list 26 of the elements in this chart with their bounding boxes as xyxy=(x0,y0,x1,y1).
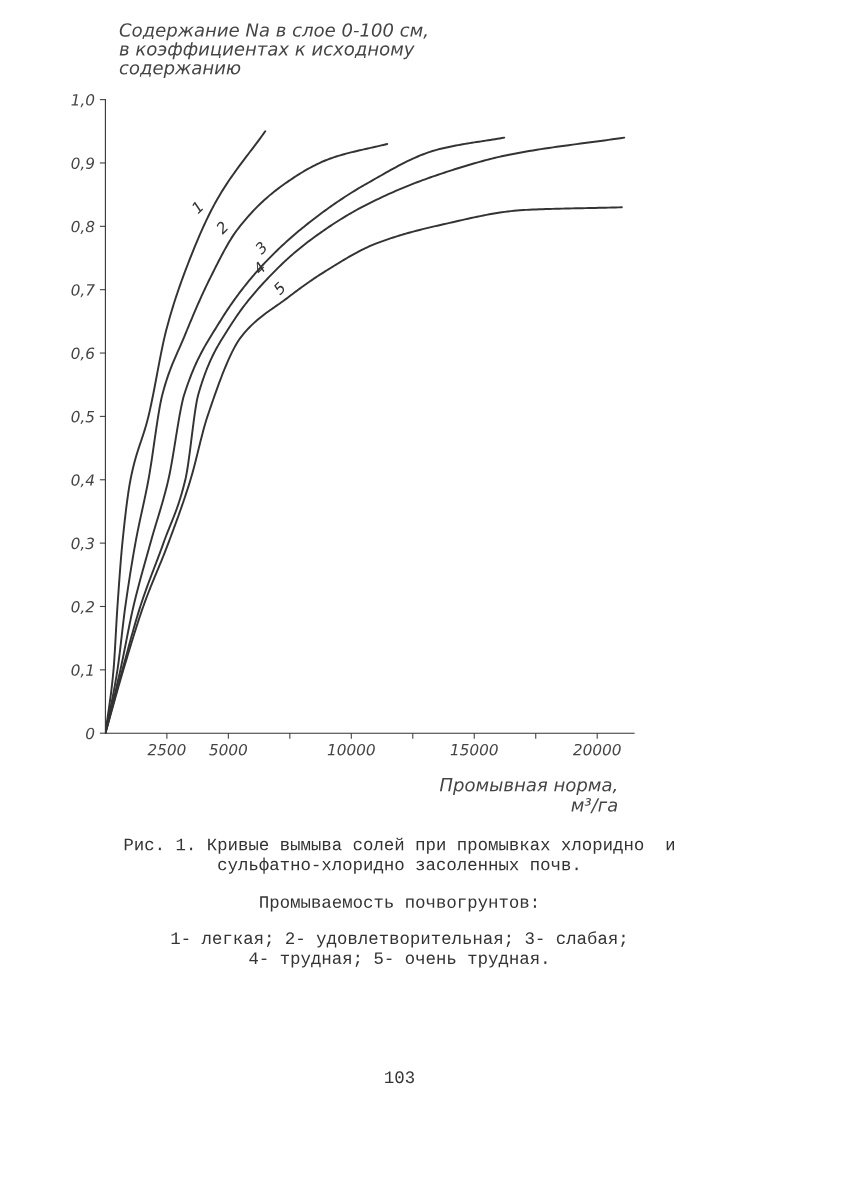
y-tick-label: 0,1 xyxy=(71,664,93,678)
y-tick-label: 1,0 xyxy=(71,94,95,108)
x-tick-label: 2500 xyxy=(147,743,186,756)
text: Рис. 1. Кривые вымыва солей при промывках хлоридно и сульфатно-хлоридно засоленных почв. xyxy=(124,837,674,874)
y-tick-label: 0,7 xyxy=(71,284,95,298)
y-axis-title: Содержание Na в слое 0-100 см, в коэффициентах к исходному содержанию xyxy=(119,23,427,78)
x-tick-label: 15000 xyxy=(450,743,498,756)
text: 103 xyxy=(385,1071,415,1084)
y-tick-label: 0,8 xyxy=(71,220,95,234)
text: 3 xyxy=(253,240,269,256)
text: 1 xyxy=(190,201,204,214)
y-tick-label: 0 xyxy=(86,727,95,740)
y-tick-label: 0,4 xyxy=(71,474,94,488)
y-tick-label: 0,2 xyxy=(71,600,95,615)
y-tick-label: 0,3 xyxy=(71,537,94,551)
text: 5 xyxy=(272,281,287,296)
x-tick-label: 10000 xyxy=(327,743,375,756)
text: 1- легкая; 2- удовлетворительная; 3- слабая; 4- трудная; 5- очень трудная. xyxy=(171,931,625,968)
x-tick-label: 5000 xyxy=(209,743,248,756)
text: 2 xyxy=(214,220,229,235)
x-axis-title: Промывная норма, м³/га xyxy=(439,778,618,814)
y-tick-label: 0,6 xyxy=(71,347,95,361)
x-tick-label: 20000 xyxy=(572,743,621,756)
y-tick-label: 0,9 xyxy=(71,157,95,171)
text: Промываемость почвогрунтов: xyxy=(260,896,536,912)
y-tick-label: 0,5 xyxy=(71,410,95,424)
